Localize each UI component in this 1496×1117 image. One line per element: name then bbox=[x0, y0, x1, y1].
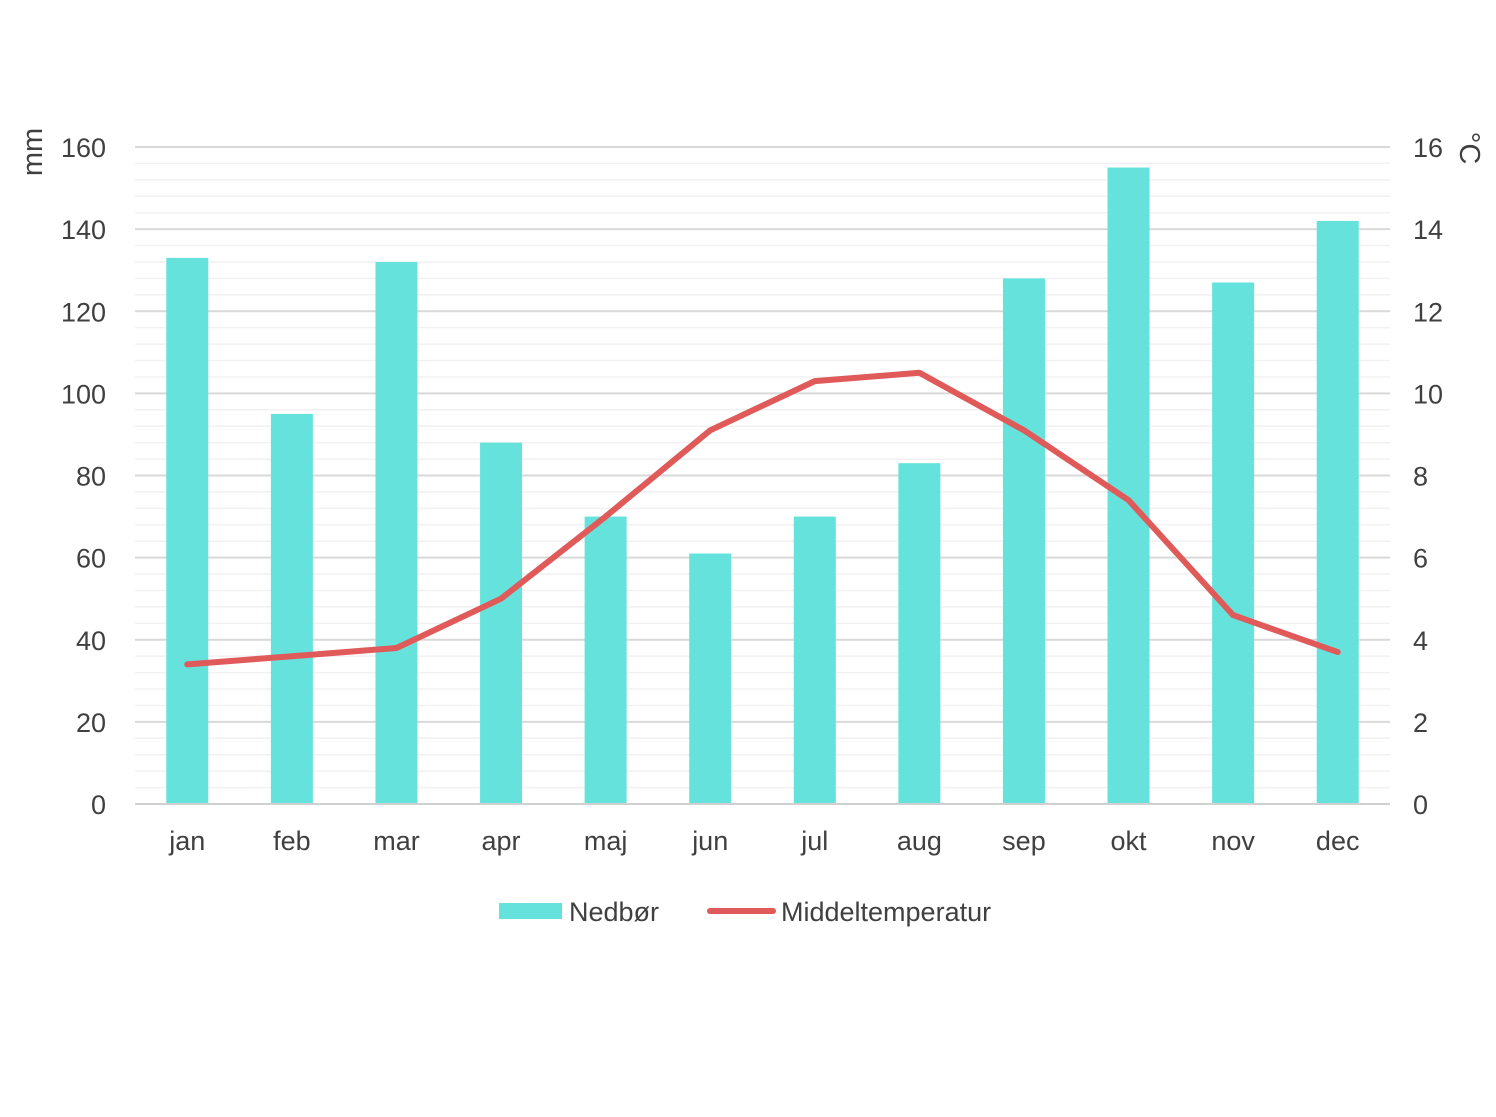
line-series bbox=[184, 369, 1341, 668]
bar-sep bbox=[1002, 278, 1045, 804]
bar-jul bbox=[793, 516, 836, 804]
bar-jan bbox=[166, 257, 209, 804]
x-tick-label: mar bbox=[373, 826, 420, 856]
y-tick-label: 100 bbox=[61, 379, 106, 409]
x-tick-label: okt bbox=[1111, 826, 1148, 856]
bar-aug bbox=[898, 463, 941, 804]
y-tick-label: 80 bbox=[76, 462, 106, 492]
grid-lines bbox=[135, 146, 1390, 789]
y-axis-label: mm bbox=[17, 128, 49, 176]
y-tick-label: 140 bbox=[61, 215, 106, 245]
bar-feb bbox=[270, 413, 313, 804]
y2-tick-label: 14 bbox=[1413, 215, 1443, 245]
x-tick-label: jan bbox=[168, 826, 205, 856]
y-tick-label: 120 bbox=[61, 297, 106, 327]
y2-tick-label: 10 bbox=[1413, 379, 1443, 409]
legend: Nedbør Middeltemperatur bbox=[499, 897, 991, 927]
y2-tick-label: 8 bbox=[1413, 462, 1428, 492]
bar-nov bbox=[1212, 282, 1255, 805]
legend-label-nedbor: Nedbør bbox=[569, 897, 659, 927]
y2-tick-label: 0 bbox=[1413, 790, 1428, 820]
y2-tick-label: 2 bbox=[1413, 708, 1428, 738]
x-tick-label: apr bbox=[482, 826, 521, 856]
bar-maj bbox=[584, 516, 627, 804]
y2-tick-label: 12 bbox=[1413, 297, 1443, 327]
legend-swatch-nedbor bbox=[499, 903, 562, 919]
x-tick-label: aug bbox=[897, 826, 942, 856]
bar-dec bbox=[1316, 220, 1359, 805]
y2-tick-label: 16 bbox=[1413, 133, 1443, 163]
x-tick-label: sep bbox=[1002, 826, 1046, 856]
bar-jun bbox=[689, 553, 732, 804]
legend-label-middeltemperatur: Middeltemperatur bbox=[781, 897, 991, 927]
y-tick-label: 60 bbox=[76, 544, 106, 574]
x-tick-label: dec bbox=[1316, 826, 1360, 856]
y-tick-label: 160 bbox=[61, 133, 106, 163]
x-tick-label: feb bbox=[273, 826, 311, 856]
x-tick-label: jul bbox=[800, 826, 828, 856]
y-tick-label: 20 bbox=[76, 708, 106, 738]
x-tick-label: maj bbox=[584, 826, 628, 856]
bar-series bbox=[166, 167, 1359, 805]
axes: 0 20 40 60 80 100 120 140 160 0 2 4 6 8 10 12 14 16 jan feb… bbox=[61, 133, 1443, 856]
y-tick-label: 0 bbox=[91, 790, 106, 820]
x-tick-label: jun bbox=[691, 826, 728, 856]
y2-tick-label: 6 bbox=[1413, 544, 1428, 574]
bar-okt bbox=[1107, 167, 1150, 804]
bar-apr bbox=[480, 442, 523, 804]
y2-tick-label: 4 bbox=[1413, 626, 1428, 656]
y-tick-label: 40 bbox=[76, 626, 106, 656]
bar-mar bbox=[375, 261, 418, 805]
y2-axis-label: °C bbox=[1453, 132, 1485, 165]
x-tick-label: nov bbox=[1211, 826, 1255, 856]
temperature-line bbox=[184, 369, 1341, 668]
